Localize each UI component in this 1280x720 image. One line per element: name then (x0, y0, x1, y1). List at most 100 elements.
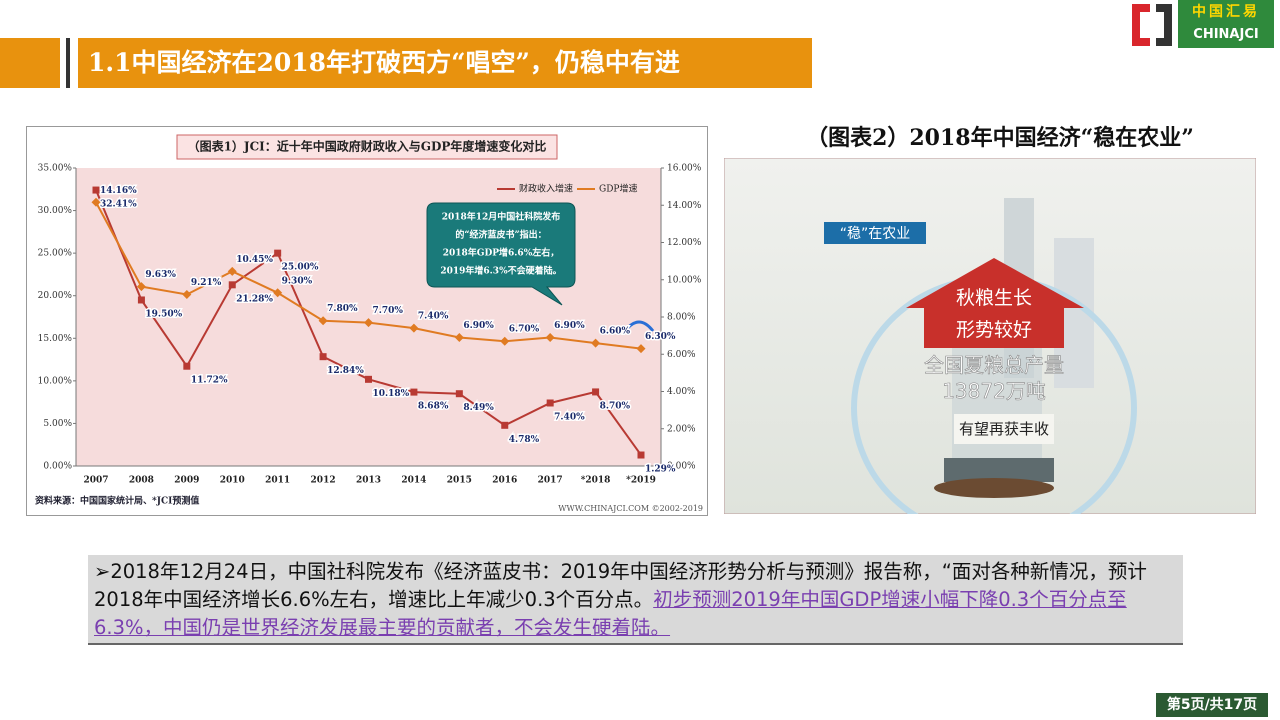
y-tick-label: 35.00% (38, 164, 73, 174)
value-label: 7.40% (418, 312, 449, 322)
marker (455, 390, 463, 398)
value-label: 8.70% (600, 401, 631, 411)
y2-tick-label: 12.00% (667, 238, 702, 248)
marker (410, 388, 418, 396)
marker (273, 288, 283, 298)
soil (934, 478, 1054, 498)
y2-tick-label: 0.00% (667, 462, 696, 472)
y-tick-label: 20.00% (38, 291, 73, 301)
logo-icon (1132, 4, 1150, 46)
body-link[interactable]: 初步预测2019年中国GDP增速小幅下降0.3个百分点至6.3%，中国仍是世界经… (94, 588, 1127, 639)
annotation-bubble (426, 202, 576, 306)
y2-tick-label: 8.00% (667, 313, 696, 323)
y2-tick-label: 16.00% (667, 164, 702, 174)
marker (137, 296, 145, 304)
x-tick-label: *2018 (581, 476, 611, 486)
logo: 中国汇易 CHINAJCI (1132, 0, 1274, 48)
marker (227, 266, 237, 276)
value-label: 7.70% (373, 306, 404, 316)
arrow (623, 320, 655, 332)
x-tick-label: 2007 (83, 476, 108, 486)
value-label: 10.45% (236, 255, 273, 265)
marker (183, 362, 191, 370)
stat: 13872万吨 (942, 379, 1046, 403)
marker (591, 338, 601, 348)
roof-text: 秋粮生长 (956, 287, 1032, 309)
y-tick-label: 25.00% (38, 249, 73, 259)
x-tick-label: 2011 (265, 476, 290, 486)
x-tick-label: 2014 (401, 476, 426, 486)
value-label: 14.16% (100, 186, 137, 196)
value-label: 10.18% (373, 389, 410, 399)
marker (228, 281, 236, 289)
value-label: 21.28% (236, 294, 273, 304)
marker (546, 399, 554, 407)
city (944, 458, 1054, 482)
value-label: 8.49% (463, 403, 494, 413)
y-tick-label: 0.00% (43, 462, 72, 472)
legend-label: GDP增速 (599, 183, 637, 195)
x-tick-label: 2015 (447, 476, 472, 486)
marker (364, 318, 373, 328)
logo-cn: 中国汇易 (1192, 3, 1260, 20)
y2-tick-label: 4.00% (667, 387, 696, 397)
value-label: 9.63% (145, 270, 176, 280)
marker (182, 289, 192, 299)
banner-box (954, 414, 1054, 444)
page-number: 第5页/共17页 (1156, 693, 1268, 717)
value-label: 6.30% (645, 332, 676, 342)
value-label: 7.80% (327, 304, 358, 314)
y2-tick-label: 6.00% (667, 350, 696, 360)
marker (92, 186, 100, 194)
marker (409, 323, 419, 333)
figure-caption: （图表2）2018年中国经济“稳在农业” (806, 125, 1194, 151)
value-label: 9.30% (282, 276, 313, 286)
x-tick-label: 2016 (492, 476, 517, 486)
x-tick-label: *2019 (626, 476, 656, 486)
figure2: “稳”在农业 秋粮生长 形势较好 全国夏粮总产量 13872万吨 有望再获丰收 (724, 158, 1256, 514)
x-tick-label: 2010 (220, 476, 245, 486)
chart: （图表1）JCI：近十年中国政府财政收入与GDP年度增速变化对比 资料来源：中国… (26, 126, 708, 516)
header-divider (66, 38, 70, 88)
value-label: 6.70% (509, 325, 540, 335)
y-tick-label: 10.00% (38, 376, 73, 386)
value-label: 6.90% (463, 321, 494, 331)
marker (637, 451, 645, 459)
header-bar-left (0, 38, 60, 88)
annotation: 的“经济蓝皮书”指出： (455, 229, 546, 241)
x-tick-label: 2013 (356, 476, 381, 486)
annotation: 2018年12月中国社科院发布 (442, 211, 561, 223)
annotation: 2019年增6.3%不会硬着陆。 (440, 265, 561, 277)
value-label: 11.72% (191, 376, 228, 386)
legend-label: 财政收入增速 (519, 183, 573, 195)
value-label: 1.29% (645, 465, 676, 475)
stat: 全国夏粮总产量 (924, 353, 1064, 377)
value-label: 25.00% (282, 263, 319, 273)
chart-title: （图表1）JCI：近十年中国政府财政收入与GDP年度增速变化对比 (188, 139, 547, 154)
marker (592, 388, 600, 396)
marker (454, 332, 464, 342)
value-label: 19.50% (145, 309, 182, 319)
marker (136, 282, 146, 292)
source: 资料来源：中国国家统计局、*JCI预测值 (35, 495, 199, 507)
y2-tick-label: 14.00% (667, 201, 702, 211)
logo-box (1178, 0, 1274, 48)
marker (365, 375, 372, 383)
footer: WWW.CHINAJCI.COM ©2002-2019 (558, 504, 703, 513)
value-label: 12.84% (327, 366, 364, 376)
y2-tick-label: 2.00% (667, 424, 696, 434)
marker (500, 336, 510, 346)
chart-title-box (176, 134, 558, 160)
annotation: 2018年GDP增6.6%左右， (443, 247, 560, 259)
marker (318, 316, 328, 326)
marker (501, 421, 509, 429)
x-tick-label: 2008 (129, 476, 154, 486)
body-text: ➢2018年12月24日，中国社科院发布《经济蓝皮书：2019年中国经济形势分析… (94, 560, 1147, 611)
value-label: 6.90% (554, 321, 585, 331)
value-label: 9.21% (191, 278, 222, 288)
roof-text: 形势较好 (956, 319, 1032, 341)
marker (91, 197, 101, 207)
value-label: 7.40% (554, 412, 585, 422)
value-label: 4.78% (509, 435, 540, 445)
value-label: 32.41% (100, 200, 137, 210)
